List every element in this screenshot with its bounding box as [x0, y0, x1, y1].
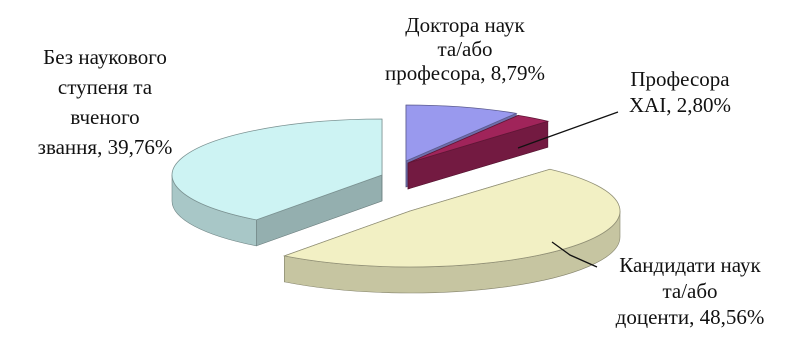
leader-lines: [517, 111, 619, 268]
slice-label-line: професора, 8,79%: [385, 61, 545, 85]
slice-label-line: вченого: [70, 105, 139, 129]
slice-label: Без наукового ступеня та вченого звання, 39…: [38, 45, 173, 159]
leader-line: [517, 111, 619, 149]
slice-label-line: Доктора наук: [405, 13, 525, 37]
pie-slice: [407, 114, 550, 164]
slice-label-line: та/або: [437, 37, 492, 61]
pie-slice: [405, 104, 518, 162]
leader-line: [551, 241, 598, 268]
slice-label-line: Кандидати наук: [619, 253, 761, 277]
slice-label-line: Без наукового: [43, 45, 167, 69]
slice-label: Доктора наук та/або професора, 8,79%: [385, 13, 545, 85]
slice-label: Професора ХАІ, 2,80%: [629, 67, 731, 117]
slice-label-line: ступеня та: [58, 75, 153, 99]
slice-label-line: доценти, 48,56%: [616, 305, 765, 329]
slice-label-line: звання, 39,76%: [38, 135, 173, 159]
pie-slice-tops: [171, 104, 621, 268]
slice-label: Кандидати наук та/або доценти, 48,56%: [616, 253, 765, 329]
slice-label-line: ХАІ, 2,80%: [629, 93, 731, 117]
slice-labels: Доктора наук та/або професора, 8,79% Профес…: [38, 13, 765, 329]
pie-slice: [171, 118, 383, 221]
slice-label-line: Професора: [630, 67, 730, 91]
slice-label-line: та/або: [662, 279, 717, 303]
pie-slice: [282, 168, 621, 268]
